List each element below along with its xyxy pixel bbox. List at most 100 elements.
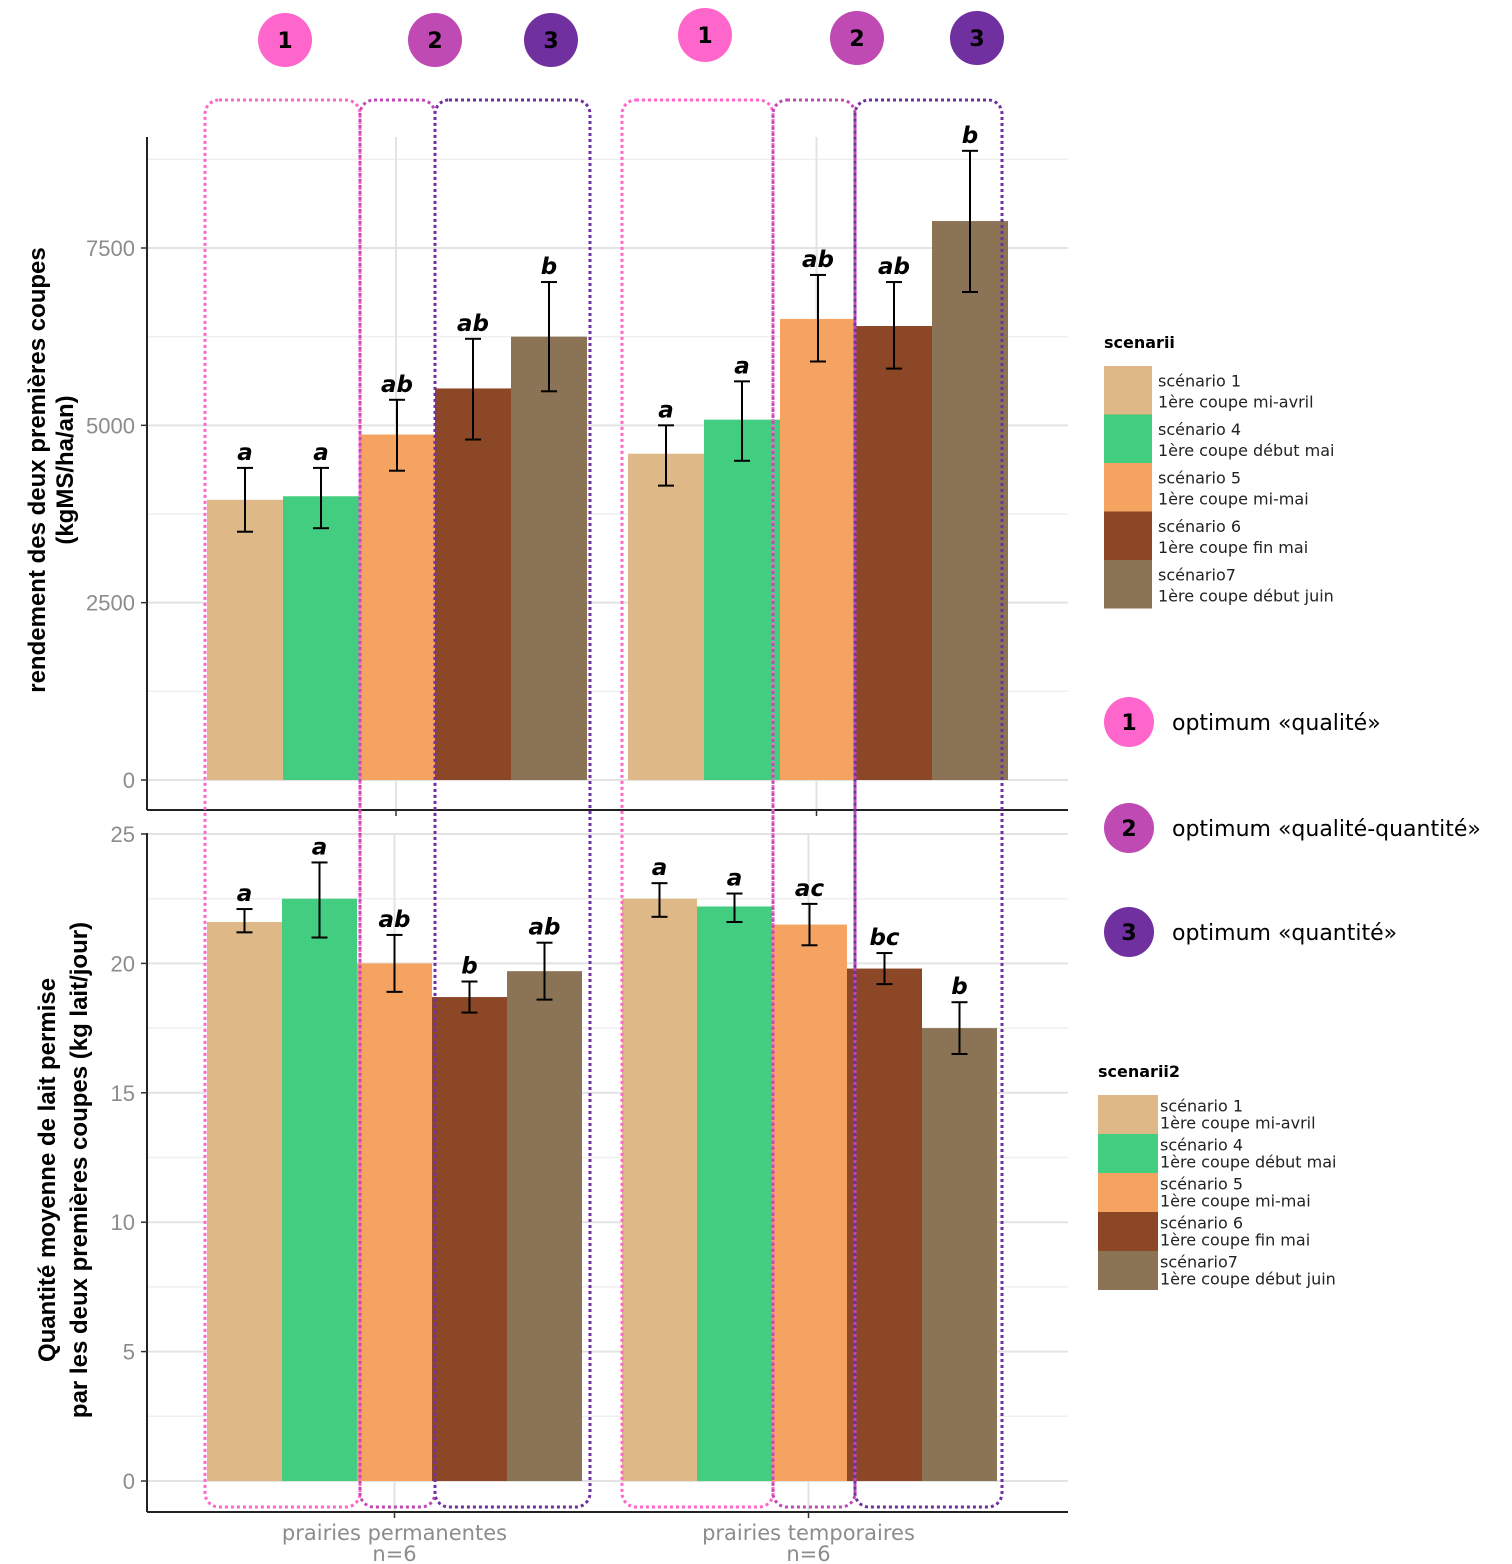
optima-legend: 1 optimum «qualité» 2 optimum «qualité-quan… [1104, 697, 1481, 957]
legend-label: scénario 4 [1160, 1135, 1243, 1154]
bar [207, 921, 282, 1481]
group-box [433, 98, 592, 1509]
significance-letter: a [313, 440, 329, 466]
significance-letter: b [461, 954, 477, 980]
bar [507, 971, 582, 1481]
bar [704, 419, 780, 780]
legend-label: scénario 6 [1160, 1213, 1243, 1232]
legend-label: scénario7 [1158, 565, 1236, 584]
group-number: 1 [697, 24, 712, 49]
group-box [203, 98, 362, 1509]
legend-sublabel: 1ère coupe début juin [1160, 1270, 1336, 1289]
significance-letter: ab [802, 247, 834, 273]
y-tick-label: 7500 [86, 236, 135, 261]
significance-letter: ab [457, 311, 489, 337]
y-axis-title-line: par les deux premières coupes (kg lait/j… [66, 922, 93, 1418]
bar [856, 326, 932, 780]
significance-letter: ab [379, 907, 411, 933]
y-axis-title-line: Quantité moyenne de lait permise [34, 978, 61, 1362]
legend-key [1104, 560, 1152, 609]
significance-letter: b [962, 123, 978, 149]
legend-key [1098, 1251, 1158, 1290]
legend-sublabel: 1ère coupe fin mai [1160, 1231, 1310, 1250]
y-axis-title-line: (kgMS/ha/an) [52, 395, 79, 544]
legend-label: scénario 5 [1160, 1174, 1243, 1193]
optimum-number: 2 [1121, 817, 1136, 842]
significance-letter: bc [869, 925, 899, 951]
y-tick-label: 0 [123, 768, 135, 793]
bar [283, 496, 359, 780]
optimum-label: optimum «qualité-quantité» [1172, 817, 1481, 842]
bar [622, 898, 697, 1481]
significance-letter: b [951, 974, 967, 1000]
bar [359, 434, 435, 780]
y-tick-label: 25 [111, 822, 135, 847]
significance-letter: a [734, 353, 750, 379]
bar [922, 1028, 997, 1481]
optimum-marker [1104, 907, 1154, 957]
y-axis-title: Quantité moyenne de lait permise par les … [34, 922, 93, 1418]
bar [697, 906, 772, 1481]
bar [207, 499, 283, 780]
group-box [771, 98, 857, 1509]
group-circle [408, 13, 462, 67]
significance-letter: a [237, 440, 253, 466]
group-box [620, 98, 775, 1509]
x-category-sublabel: n=6 [786, 1542, 830, 1564]
significance-letter: ab [529, 915, 561, 941]
legend-label: scénario 1 [1158, 371, 1241, 390]
y-axis-title: rendement des deux premières coupes(kgMS… [24, 247, 79, 693]
legend-label: scénario 5 [1158, 468, 1241, 487]
legend-sublabel: 1ère coupe mi-mai [1160, 1192, 1311, 1211]
significance-letter: ab [878, 254, 910, 280]
legend-scenarii: scenarii scénario 1 1ère coupe mi-avril scé… [1104, 333, 1334, 609]
legend-sublabel: 1ère coupe début juin [1158, 587, 1334, 606]
significance-letter: b [541, 254, 557, 280]
group-circle [830, 11, 884, 65]
legend-title: scenarii2 [1098, 1062, 1180, 1081]
y-tick-label: 20 [111, 951, 135, 976]
x-category-label: prairies temporaires [702, 1521, 915, 1545]
legend-sublabel: 1ère coupe mi-mai [1158, 490, 1309, 509]
y-tick-label: 5 [123, 1340, 135, 1365]
bar [932, 221, 1008, 780]
legend-key [1104, 366, 1152, 415]
bar [432, 997, 507, 1481]
optimum-label: optimum «quantité» [1172, 921, 1397, 946]
significance-letter: a [312, 834, 328, 860]
legend-sublabel: 1ère coupe début mai [1160, 1153, 1336, 1172]
bar [847, 968, 922, 1481]
y-tick-label: 5000 [86, 413, 135, 438]
x-category-label: prairies permanentes [282, 1521, 507, 1545]
legend-label: scénario 6 [1158, 517, 1241, 536]
legend-label: scénario 1 [1160, 1096, 1243, 1115]
bar [780, 318, 856, 780]
legend-label: scénario 4 [1158, 420, 1241, 439]
legend-key [1098, 1173, 1158, 1212]
bar [628, 453, 704, 780]
group-circle [950, 11, 1004, 65]
x-category-sublabel: n=6 [372, 1542, 416, 1564]
legend-sublabel: 1ère coupe mi-avril [1158, 393, 1314, 412]
y-tick-label: 2500 [86, 591, 135, 616]
group-number: 3 [969, 27, 984, 52]
significance-letter: a [237, 881, 253, 907]
group-box [853, 98, 1004, 1509]
legend-key [1098, 1095, 1158, 1134]
optimum-label: optimum «qualité» [1172, 711, 1381, 736]
milk-chart-panel: a a a a ab ac b bc ab b 0 5 10 15 20 25 Quantité moyenne… [34, 822, 1068, 1564]
bar [435, 388, 511, 780]
y-tick-label: 10 [111, 1210, 135, 1235]
optimum-marker [1104, 697, 1154, 747]
group-number: 3 [543, 29, 558, 54]
legend-label: scénario7 [1160, 1252, 1238, 1271]
group-circle [678, 8, 732, 62]
bar [282, 898, 357, 1481]
significance-letter: a [652, 855, 668, 881]
optimum-marker [1104, 803, 1154, 853]
optimum-number: 3 [1121, 921, 1136, 946]
bar [772, 924, 847, 1481]
legend-key [1098, 1134, 1158, 1173]
